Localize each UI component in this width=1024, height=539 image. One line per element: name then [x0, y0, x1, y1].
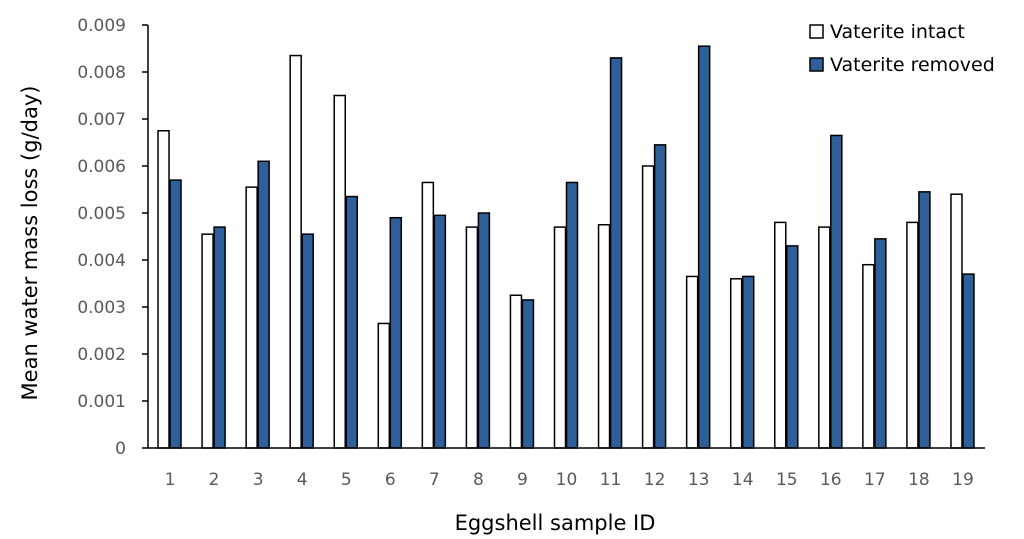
x-tick-label: 6 [385, 470, 396, 490]
y-tick-label: 0.005 [77, 204, 126, 224]
x-tick-label: 4 [297, 470, 308, 490]
bar-vaterite-removed-16 [830, 134, 843, 449]
bar-vaterite-intact-10 [553, 226, 567, 449]
x-axis-ticks: 1 2 3 4 5 6 7 8 9 10 11 12 13 14 15 16 17 18 19 [165, 470, 974, 490]
bar-vaterite-removed-7 [433, 214, 447, 449]
x-tick-label: 17 [864, 470, 886, 490]
bar-vaterite-intact-14 [729, 278, 743, 449]
bar-vaterite-intact-9 [509, 294, 523, 449]
bar-vaterite-intact-18 [906, 221, 919, 449]
bar-vaterite-removed-18 [918, 191, 931, 449]
bar-vaterite-removed-19 [962, 273, 975, 449]
x-tick-label: 11 [600, 470, 622, 490]
legend-swatch-vaterite-intact [809, 24, 824, 39]
x-tick-label: 19 [952, 470, 974, 490]
bar-vaterite-intact-17 [862, 263, 875, 449]
x-tick-label: 18 [908, 470, 930, 490]
bar-vaterite-intact-15 [774, 221, 787, 449]
y-tick-label: 0 [115, 439, 126, 459]
bar-vaterite-intact-13 [685, 275, 699, 449]
legend: Vaterite intact Vaterite removed [809, 21, 995, 76]
bar-vaterite-intact-8 [465, 226, 479, 449]
y-axis-title: Mean water mass loss (g/day) [18, 86, 42, 401]
bar-vaterite-removed-10 [565, 181, 579, 449]
x-tick-label: 8 [473, 470, 484, 490]
y-tick-label: 0.003 [77, 298, 126, 318]
bar-vaterite-intact-3 [245, 186, 258, 449]
x-tick-label: 1 [165, 470, 176, 490]
x-tick-label: 3 [253, 470, 264, 490]
bar-vaterite-intact-4 [289, 54, 302, 449]
x-tick-label: 9 [517, 470, 528, 490]
x-tick-label: 14 [732, 470, 754, 490]
bar-vaterite-intact-12 [641, 165, 655, 449]
x-tick-label: 15 [776, 470, 798, 490]
bar-vaterite-intact-2 [201, 233, 214, 449]
bar-vaterite-removed-11 [609, 57, 623, 449]
bar-vaterite-removed-1 [169, 179, 182, 449]
y-axis-ticks: 0 0.001 0.002 0.003 0.004 0.005 0.006 0.007 0.00… [77, 16, 148, 459]
x-tick-label: 2 [209, 470, 220, 490]
bar-vaterite-removed-2 [213, 226, 226, 449]
bar-vaterite-intact-6 [377, 322, 391, 449]
bar-vaterite-removed-12 [653, 144, 667, 449]
bar-vaterite-removed-17 [874, 238, 887, 449]
y-tick-label: 0.009 [77, 16, 126, 36]
bar-vaterite-intact-19 [950, 193, 963, 449]
bar-vaterite-removed-13 [697, 45, 711, 449]
y-tick-label: 0.001 [77, 392, 126, 412]
bar-vaterite-removed-15 [786, 245, 799, 449]
bar-vaterite-intact-11 [597, 224, 611, 449]
bar-vaterite-intact-7 [421, 181, 435, 449]
x-tick-label: 13 [688, 470, 710, 490]
bar-vaterite-intact-1 [157, 130, 170, 449]
y-tick-label: 0.004 [77, 251, 126, 271]
bar-vaterite-removed-6 [389, 216, 403, 449]
x-tick-label: 5 [341, 470, 352, 490]
x-tick-label: 12 [644, 470, 666, 490]
y-tick-label: 0.007 [77, 110, 126, 130]
x-tick-label: 7 [429, 470, 440, 490]
y-tick-label: 0.008 [77, 63, 126, 83]
bar-vaterite-removed-5 [345, 195, 358, 449]
x-tick-label: 10 [556, 470, 578, 490]
y-tick-label: 0.002 [77, 345, 126, 365]
y-tick-label: 0.006 [77, 157, 126, 177]
bar-vaterite-intact-16 [818, 226, 831, 449]
bar-vaterite-removed-9 [521, 299, 535, 449]
legend-label-vaterite-removed: Vaterite removed [830, 54, 995, 76]
bar-vaterite-intact-5 [333, 94, 346, 449]
x-tick-label: 16 [820, 470, 842, 490]
bar-vaterite-removed-14 [741, 275, 755, 449]
bar-vaterite-removed-3 [257, 160, 270, 449]
legend-swatch-vaterite-removed [809, 57, 824, 72]
bar-vaterite-removed-4 [301, 233, 314, 449]
x-axis-title: Eggshell sample ID [455, 511, 656, 535]
bar-vaterite-removed-8 [477, 212, 491, 449]
legend-label-vaterite-intact: Vaterite intact [830, 21, 965, 43]
bars [157, 45, 975, 449]
